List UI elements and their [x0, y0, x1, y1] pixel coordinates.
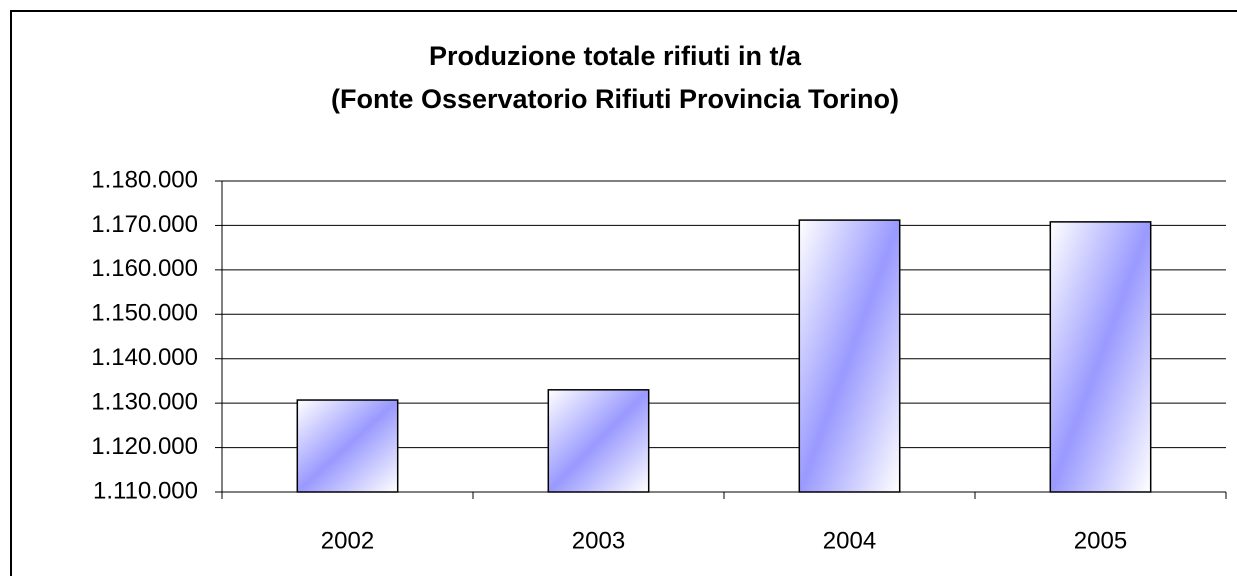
- bar: [798, 219, 901, 493]
- x-tick-label: 2004: [823, 527, 876, 554]
- y-tick-label: 1.170.000: [91, 211, 198, 238]
- y-tick-label: 1.110.000: [93, 477, 198, 504]
- y-tick-label: 1.180.000: [91, 166, 198, 193]
- x-tick-label: 2002: [321, 527, 374, 554]
- bar: [296, 399, 399, 493]
- y-tick-label: 1.140.000: [91, 344, 198, 371]
- x-tick-label: 2005: [1074, 527, 1127, 554]
- bar: [1049, 221, 1152, 493]
- x-tick-label: 2003: [572, 527, 625, 554]
- chart-subtitle: (Fonte Osservatorio Rifiuti Provincia To…: [331, 84, 899, 114]
- y-tick-label: 1.160.000: [91, 255, 198, 282]
- bar: [547, 389, 650, 493]
- y-tick-label: 1.120.000: [91, 433, 198, 460]
- y-tick-label: 1.150.000: [91, 300, 198, 327]
- y-tick-label: 1.130.000: [91, 388, 198, 415]
- chart-title: Produzione totale rifiuti in t/a: [429, 41, 802, 71]
